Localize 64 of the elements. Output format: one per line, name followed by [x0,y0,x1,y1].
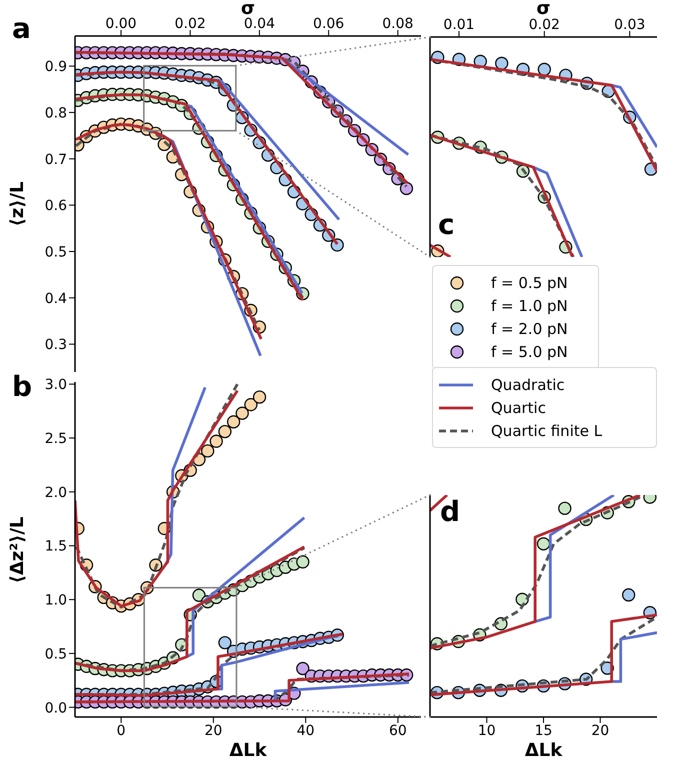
point [210,434,223,448]
legend-label: f = 2.0 pN [491,320,568,338]
x-tick-label: 0 [116,722,126,739]
point [400,182,414,196]
y-tick-label: 0.0 [44,700,67,716]
point [622,588,636,602]
y-tick-label: 0.6 [44,198,68,214]
legend-label: f = 0.5 pN [491,274,568,292]
y-tick-label: 2.0 [44,484,67,501]
y-tick-label: 1.5 [44,538,67,555]
x-tick-label: 20 [591,722,610,739]
x-tick-label: 0.08 [382,16,414,32]
x-tick-label: 0.04 [244,16,276,32]
point [558,502,572,515]
point [296,662,310,676]
x-tick-label: 0.02 [528,17,560,33]
x-tick-label: 0.00 [105,16,137,32]
point [226,415,240,428]
x-tick-label: 0.01 [443,17,475,33]
chart-title: b [12,370,32,403]
legend-label: Quartic [491,398,546,416]
point [201,444,214,458]
y-tick-label: 0.5 [44,244,67,260]
x-axis-title: σ [536,0,551,19]
y-tick-label: 3.0 [44,377,67,394]
legend-label: Quartic finite L [491,422,602,440]
point [244,398,258,412]
text: c [438,208,455,241]
x-axis-title: ΔLk [228,740,268,762]
y-tick-label: 1.0 [44,592,67,609]
x-tick-label: 0.02 [174,16,206,32]
point [495,56,508,70]
y-tick-label: 0.5 [44,646,67,662]
y-tick-label: 0.4 [44,290,68,307]
point [536,537,550,550]
x-tick-label: 60 [389,722,407,739]
point [218,636,232,650]
x-axis-title: σ [240,0,256,19]
point [218,424,232,438]
x-tick-label: 0.03 [614,17,646,33]
x-axis-title: ΔLk [524,740,564,762]
line-series [164,386,206,566]
point [192,588,206,602]
chart-title: d [440,495,460,528]
chart-title: a [12,12,31,45]
x-tick-label: 10 [478,722,496,739]
legend-label: f = 1.0 pN [491,296,568,314]
y-tick-label: 0.8 [44,105,67,122]
point [252,390,266,404]
y-tick-label: 2.5 [44,430,67,447]
y-tick-label: 0.7 [44,152,67,168]
point [236,406,249,420]
x-tick-label: 0.06 [313,16,344,32]
legend-label: f = 5.0 pN [491,342,568,360]
x-tick-label: 20 [204,722,222,739]
x-tick-label: 40 [296,722,315,739]
y-tick-label: 0.9 [44,59,67,76]
point [538,62,551,76]
legend-label: Quadratic [491,376,565,394]
y-axis-title: ⟨Δz²⟩/L [7,516,28,583]
y-axis-title: ⟨z⟩/L [7,180,29,228]
x-tick-label: 15 [534,722,552,739]
point [296,555,310,568]
y-tick-label: 0.3 [44,337,67,354]
